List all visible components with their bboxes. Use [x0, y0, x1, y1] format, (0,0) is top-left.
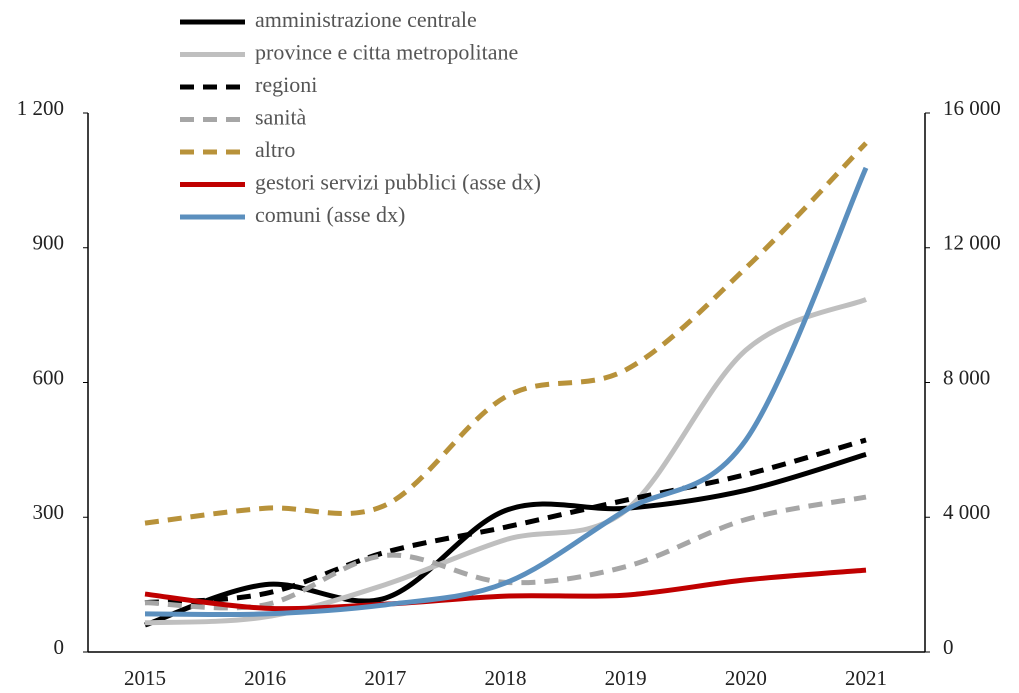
x-tick-label: 2020 [725, 666, 767, 690]
y2-tick-label: 12 000 [943, 231, 1001, 255]
legend-label: sanità [255, 105, 307, 130]
y2-tick-label: 4 000 [943, 500, 990, 524]
legend-label: comuni (asse dx) [255, 202, 405, 227]
x-tick-label: 2021 [845, 666, 887, 690]
x-tick-label: 2017 [364, 666, 406, 690]
series-line [144, 567, 867, 612]
x-tick-label: 2016 [244, 666, 286, 690]
legend-label: province e citta metropolitane [255, 40, 518, 65]
series-line [144, 297, 867, 626]
y-tick-label: 0 [54, 635, 65, 659]
legend-label: altro [255, 137, 295, 162]
series-line [144, 494, 867, 611]
series-line [144, 451, 867, 628]
y-tick-label: 900 [33, 231, 65, 255]
series-line [144, 437, 867, 606]
y-tick-label: 300 [33, 500, 65, 524]
y2-tick-label: 16 000 [943, 96, 1001, 120]
y2-tick-label: 0 [943, 635, 954, 659]
series-line [144, 166, 869, 618]
x-tick-label: 2018 [485, 666, 527, 690]
legend-label: amministrazione centrale [255, 7, 477, 32]
series-line [144, 141, 868, 526]
y-tick-label: 1 200 [17, 96, 64, 120]
y-tick-label: 600 [33, 365, 65, 389]
legend-label: gestori servizi pubblici (asse dx) [255, 170, 541, 195]
x-tick-label: 2015 [124, 666, 166, 690]
legend-label: regioni [255, 72, 317, 97]
y2-tick-label: 8 000 [943, 365, 990, 389]
x-tick-label: 2019 [605, 666, 647, 690]
